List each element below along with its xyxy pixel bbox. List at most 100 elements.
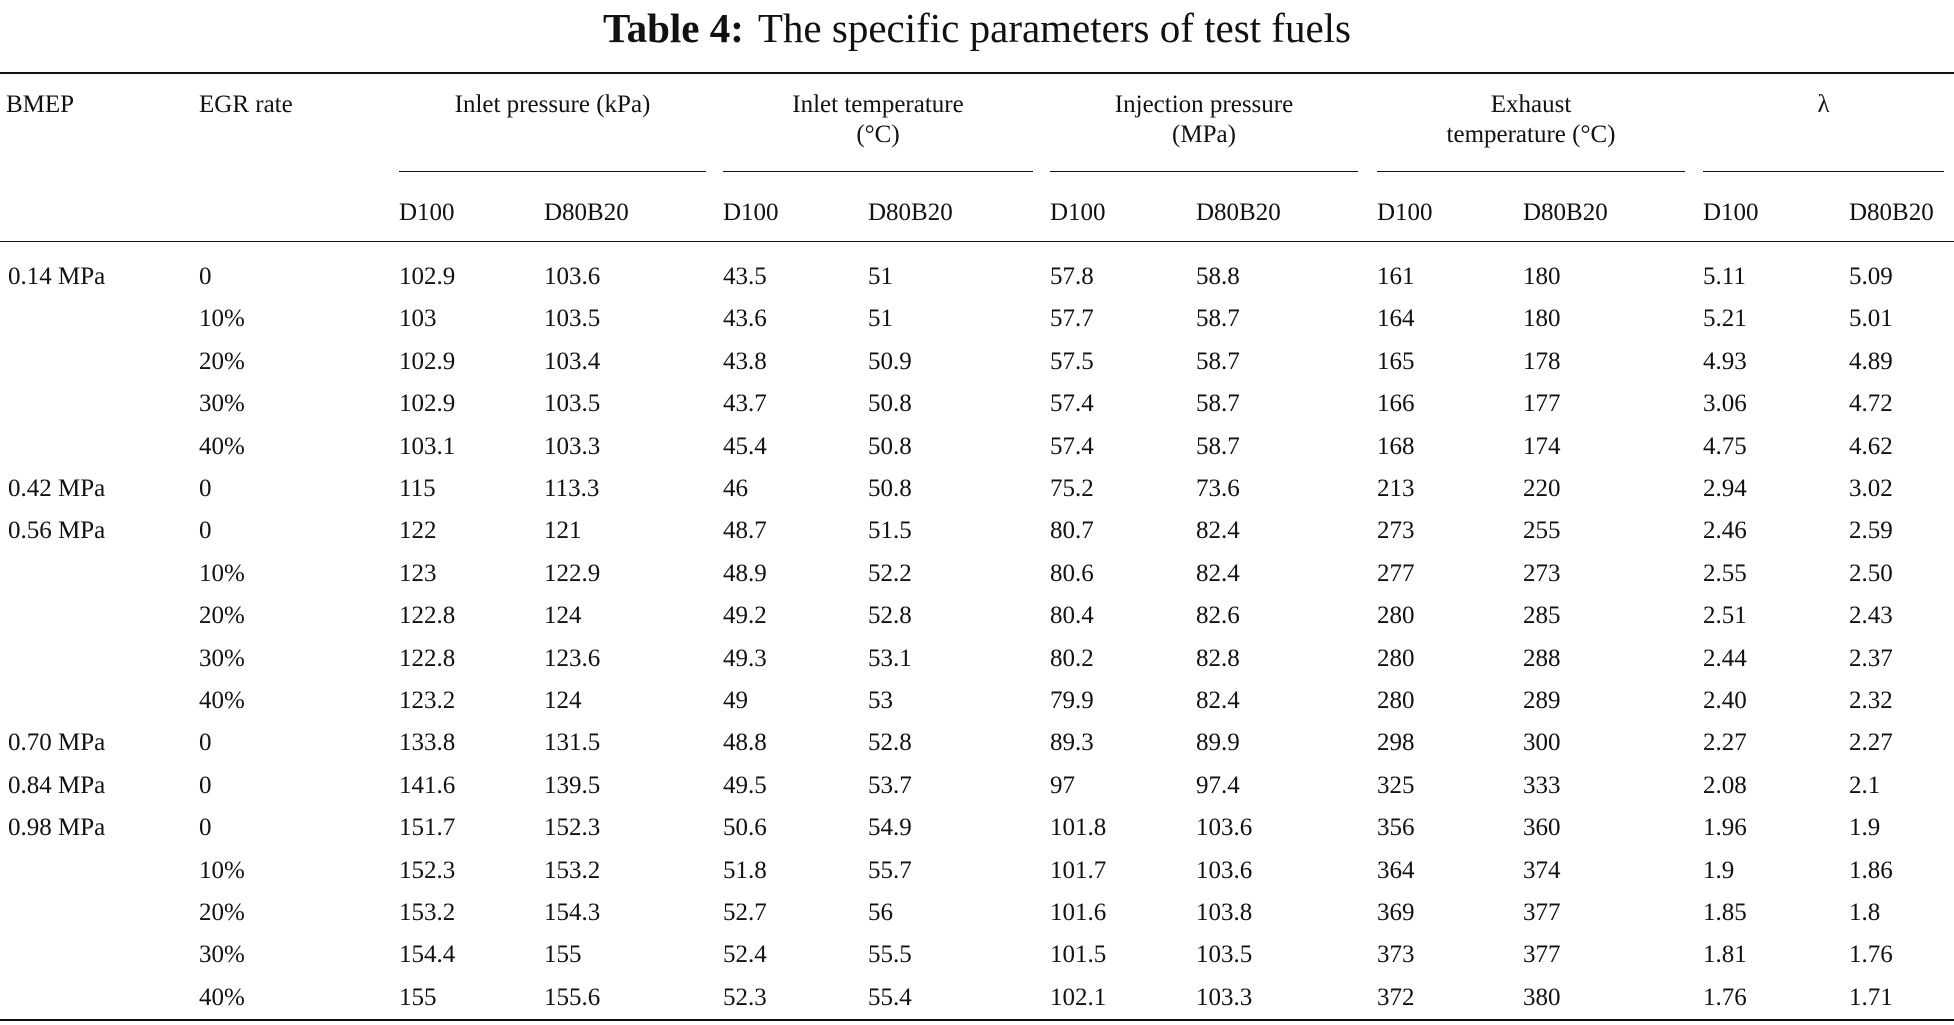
value-cell: 153.2 (544, 856, 601, 884)
value-cell: 1.71 (1849, 983, 1893, 1011)
egr-cell: 10% (199, 856, 245, 884)
value-cell: 48.9 (723, 559, 767, 587)
value-cell: 288 (1523, 644, 1561, 672)
value-cell: 43.7 (723, 390, 767, 418)
col-header: BMEP (6, 91, 75, 118)
value-cell: 51.8 (723, 856, 767, 884)
value-cell: 58.7 (1196, 305, 1240, 333)
value-cell: 101.8 (1050, 814, 1107, 842)
value-cell: 177 (1523, 390, 1561, 418)
value-cell: 273 (1377, 517, 1415, 545)
value-cell: 101.5 (1050, 941, 1107, 969)
group-header: Injection pressure (1114, 91, 1294, 118)
value-cell: 2.1 (1849, 771, 1881, 799)
fuel-header: D80B20 (1523, 199, 1608, 226)
group-header: Exhaust (1490, 91, 1572, 118)
value-cell: 1.76 (1703, 983, 1747, 1011)
value-cell: 372 (1377, 983, 1415, 1011)
egr-cell: 30% (199, 390, 245, 418)
value-cell: 298 (1377, 729, 1415, 757)
value-cell: 174 (1523, 432, 1561, 460)
value-cell: 154.3 (544, 899, 601, 926)
value-cell: 123.2 (399, 687, 456, 714)
bmep-cell: 0.70 MPa (8, 729, 106, 757)
value-cell: 45.4 (723, 432, 767, 460)
value-cell: 333 (1523, 771, 1561, 799)
value-cell: 123 (399, 559, 437, 587)
value-cell: 1.96 (1703, 814, 1747, 842)
value-cell: 165 (1377, 347, 1415, 375)
value-cell: 57.4 (1050, 432, 1094, 460)
title-text: The specific parameters of test fuels (757, 5, 1351, 51)
value-cell: 102.1 (1050, 983, 1107, 1011)
value-cell: 55.4 (868, 983, 912, 1011)
value-cell: 103 (399, 305, 437, 333)
value-cell: 103.4 (544, 347, 601, 375)
value-cell: 53.1 (868, 644, 912, 672)
value-cell: 82.4 (1196, 517, 1240, 545)
value-cell: 57.4 (1050, 390, 1094, 418)
fuel-header: D80B20 (868, 199, 953, 226)
table-title: Table 4: The specific parameters of test … (0, 4, 1954, 52)
value-cell: 103.5 (1196, 941, 1253, 969)
value-cell: 50.8 (868, 390, 912, 418)
value-cell: 82.8 (1196, 644, 1240, 672)
value-cell: 377 (1523, 941, 1561, 969)
egr-cell: 40% (199, 432, 245, 460)
value-cell: 52.4 (723, 941, 767, 969)
group-rule (723, 171, 1033, 172)
egr-cell: 30% (199, 941, 245, 969)
value-cell: 46 (723, 475, 748, 502)
value-cell: 2.32 (1849, 687, 1893, 714)
value-cell: 1.76 (1849, 941, 1893, 969)
group-header: λ (1817, 91, 1830, 118)
value-cell: 49.2 (723, 602, 767, 630)
value-cell: 50.8 (868, 475, 912, 502)
value-cell: 80.4 (1050, 602, 1094, 630)
value-cell: 213 (1377, 475, 1415, 502)
group-header: temperature (°C) (1446, 121, 1616, 148)
value-cell: 255 (1523, 517, 1561, 545)
value-cell: 153.2 (399, 899, 456, 926)
value-cell: 122.9 (544, 559, 601, 587)
value-cell: 374 (1523, 856, 1561, 884)
bottom-rule (0, 1019, 1954, 1021)
value-cell: 5.01 (1849, 305, 1893, 333)
value-cell: 139.5 (544, 771, 601, 799)
fuel-header: D100 (1377, 199, 1433, 226)
group-rule (1703, 171, 1944, 172)
value-cell: 1.86 (1849, 856, 1893, 884)
col-header: EGR rate (199, 91, 293, 118)
value-cell: 325 (1377, 771, 1415, 799)
value-cell: 141.6 (399, 771, 456, 799)
value-cell: 1.9 (1703, 856, 1735, 884)
egr-cell: 10% (199, 559, 245, 587)
value-cell: 377 (1523, 899, 1561, 926)
value-cell: 54.9 (868, 814, 912, 842)
fuel-header: D100 (723, 199, 779, 226)
fuel-header: D100 (399, 199, 455, 226)
value-cell: 97.4 (1196, 771, 1240, 799)
value-cell: 55.5 (868, 941, 912, 969)
egr-cell: 0 (199, 263, 212, 290)
bmep-cell: 0.84 MPa (8, 771, 106, 799)
value-cell: 103.8 (1196, 899, 1253, 926)
group-header: (MPa) (1172, 121, 1236, 148)
fuel-header: D80B20 (1196, 199, 1281, 226)
value-cell: 102.9 (399, 347, 456, 375)
fuel-header: D80B20 (544, 199, 629, 226)
value-cell: 154.4 (399, 941, 456, 969)
value-cell: 79.9 (1050, 687, 1094, 714)
value-cell: 369 (1377, 899, 1415, 926)
value-cell: 2.44 (1703, 644, 1747, 672)
value-cell: 58.7 (1196, 390, 1240, 418)
value-cell: 356 (1377, 814, 1415, 842)
value-cell: 52.8 (868, 729, 912, 757)
egr-cell: 30% (199, 644, 245, 672)
value-cell: 131.5 (544, 729, 601, 757)
value-cell: 5.21 (1703, 305, 1747, 333)
fuel-header: D100 (1050, 199, 1106, 226)
value-cell: 124 (544, 687, 582, 714)
value-cell: 51.5 (868, 517, 912, 545)
value-cell: 2.59 (1849, 517, 1893, 545)
